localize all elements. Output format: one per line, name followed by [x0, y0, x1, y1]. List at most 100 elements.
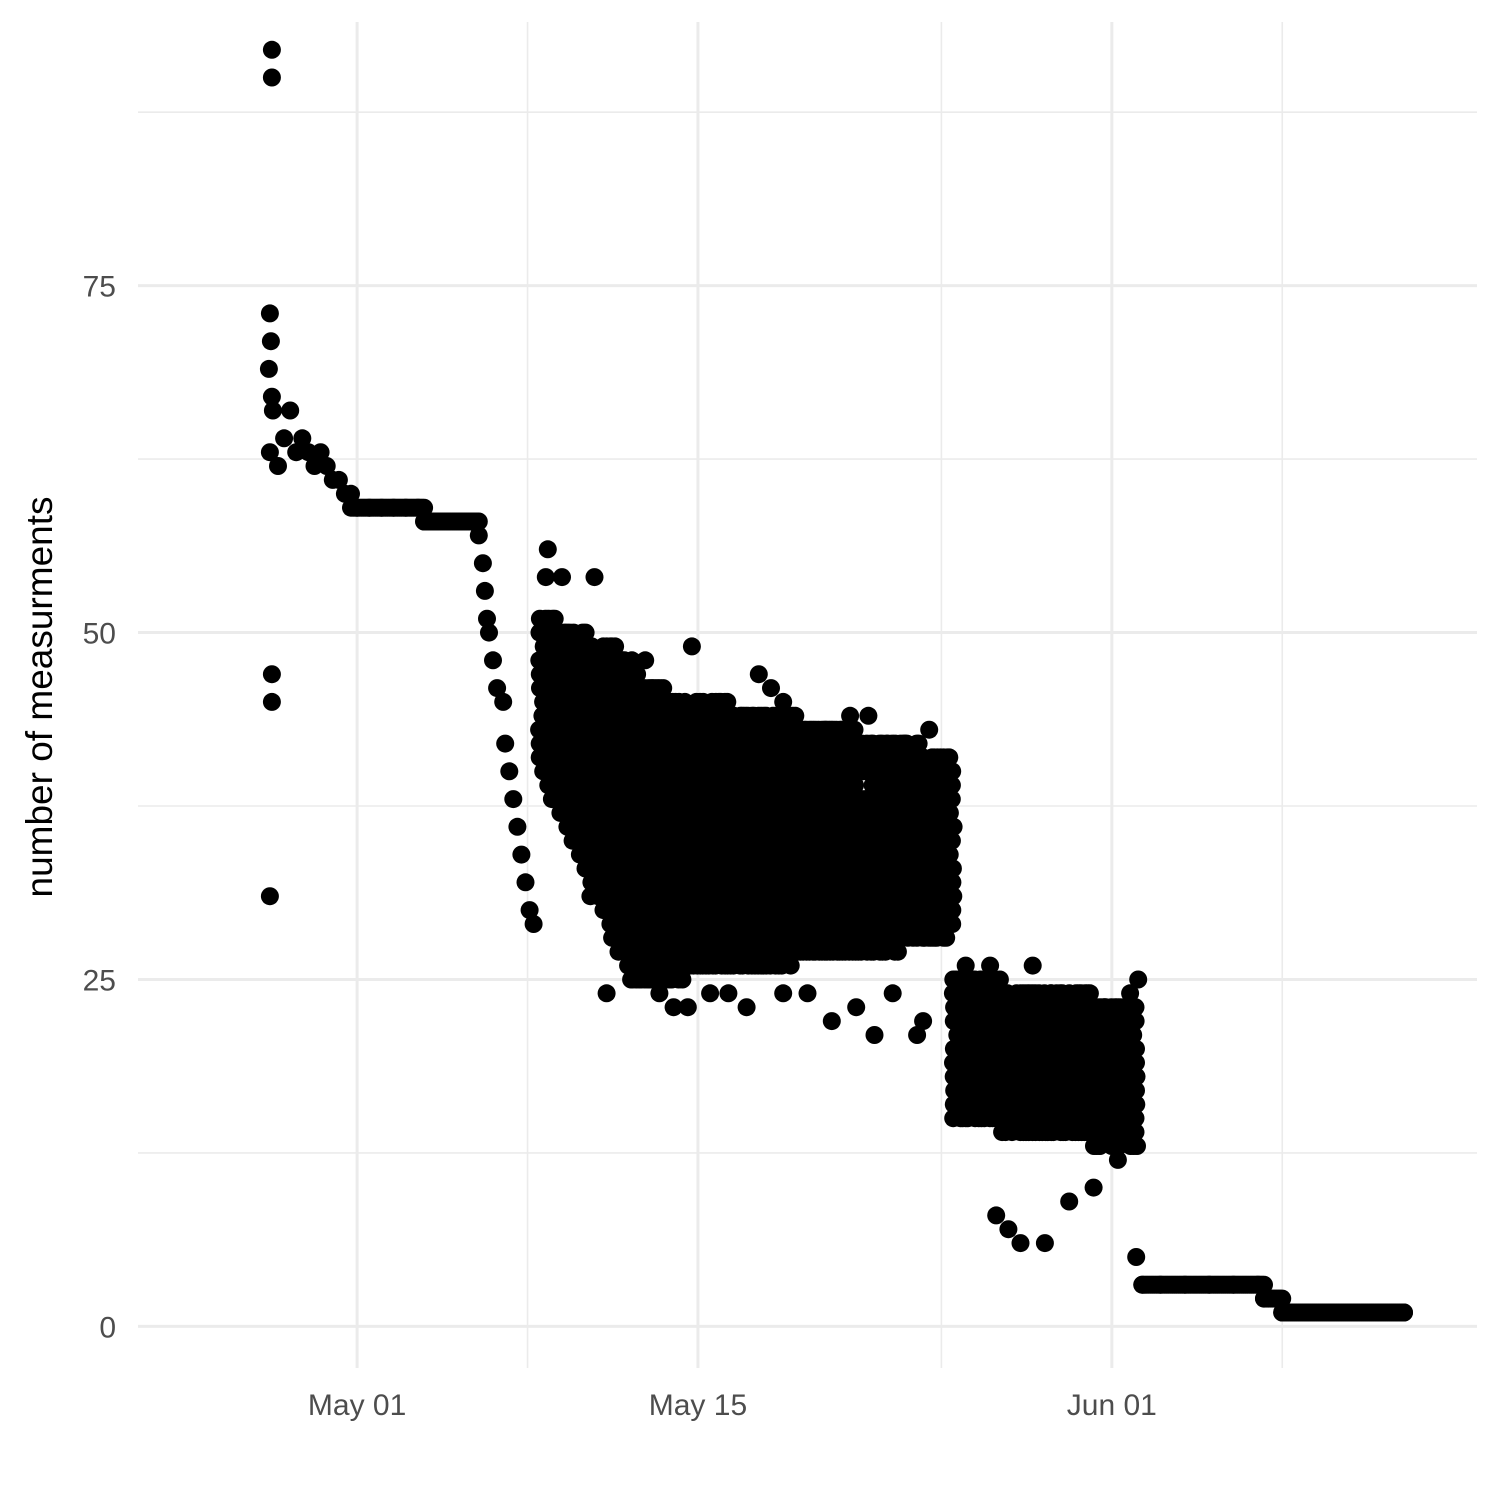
- data-point: [585, 568, 604, 587]
- data-point: [990, 970, 1009, 989]
- data-point: [520, 901, 539, 920]
- data-point: [504, 790, 523, 809]
- data-point: [262, 40, 281, 59]
- data-point: [962, 1095, 981, 1114]
- data-point: [920, 720, 939, 739]
- data-point: [987, 1206, 1006, 1225]
- data-point: [536, 568, 555, 587]
- x-tick-label: May 01: [308, 1389, 406, 1422]
- data-point: [956, 956, 975, 975]
- data-point: [888, 942, 907, 961]
- data-point: [260, 304, 279, 323]
- data-point: [943, 901, 962, 920]
- y-tick-label: 25: [83, 964, 116, 997]
- data-point: [1129, 970, 1148, 989]
- data-point: [1084, 1178, 1103, 1197]
- data-point: [1255, 1275, 1273, 1294]
- data-point: [865, 1026, 884, 1044]
- data-point: [1127, 1095, 1146, 1114]
- data-point: [473, 554, 492, 573]
- y-axis-title: number of measurments: [19, 496, 60, 897]
- data-point: [342, 484, 360, 503]
- data-point: [650, 984, 669, 1003]
- data-point: [859, 706, 878, 725]
- data-point: [981, 956, 1000, 975]
- data-point: [1128, 1137, 1146, 1155]
- data-point: [1096, 998, 1115, 1017]
- data-point: [774, 692, 793, 711]
- data-point: [1108, 1150, 1127, 1169]
- data-point: [275, 429, 294, 448]
- data-point: [542, 790, 561, 809]
- data-points: [259, 40, 1413, 1322]
- data-point: [1126, 1123, 1145, 1142]
- data-point: [262, 68, 281, 87]
- data-point: [909, 734, 928, 753]
- data-point: [701, 984, 720, 1003]
- data-point: [626, 790, 645, 809]
- data-point: [1395, 1303, 1413, 1322]
- data-point: [262, 692, 281, 711]
- data-point: [553, 803, 571, 822]
- data-point: [1023, 956, 1042, 975]
- data-point: [943, 915, 962, 933]
- data-point: [940, 845, 959, 864]
- data-point: [488, 679, 507, 698]
- data-point: [1127, 1081, 1145, 1100]
- data-point: [938, 748, 957, 767]
- data-point: [943, 873, 962, 892]
- data-point: [480, 623, 498, 642]
- data-point: [781, 956, 800, 975]
- data-point: [484, 651, 502, 670]
- data-point: [261, 332, 280, 351]
- data-point: [1127, 1067, 1146, 1086]
- data-point: [524, 915, 543, 933]
- data-point: [597, 984, 616, 1003]
- data-point: [260, 887, 279, 906]
- data-point: [262, 665, 281, 684]
- data-point: [943, 762, 962, 781]
- data-point: [719, 984, 738, 1003]
- data-point: [262, 387, 281, 406]
- data-point: [545, 609, 564, 628]
- data-point: [415, 498, 434, 517]
- data-point: [678, 998, 697, 1017]
- data-point: [1035, 1234, 1054, 1253]
- data-point: [1126, 998, 1145, 1017]
- data-point: [908, 1026, 927, 1044]
- x-tick-label: May 15: [649, 1389, 747, 1422]
- y-tick-label: 0: [99, 1311, 116, 1344]
- data-point: [673, 970, 692, 989]
- tick-labels: 0 25 50 75 May 01 May 15 Jun 01: [83, 271, 1157, 1422]
- data-point: [845, 720, 864, 739]
- data-point: [516, 873, 535, 892]
- data-point: [553, 568, 571, 587]
- data-point: [1127, 1039, 1145, 1058]
- data-point: [895, 734, 914, 753]
- data-point: [682, 637, 701, 656]
- data-point: [1011, 1234, 1030, 1253]
- data-point: [944, 887, 963, 906]
- data-point: [269, 457, 287, 475]
- data-point: [841, 706, 860, 725]
- data-point: [1080, 984, 1099, 1003]
- data-point: [822, 1012, 841, 1031]
- data-point: [475, 581, 494, 600]
- data-point: [1072, 998, 1091, 1017]
- x-tick-label: Jun 01: [1067, 1389, 1157, 1422]
- data-point: [854, 817, 873, 836]
- data-point: [883, 984, 902, 1003]
- data-point: [329, 470, 348, 489]
- data-point: [749, 665, 768, 684]
- data-point: [914, 1012, 933, 1031]
- data-point: [640, 970, 659, 989]
- data-point: [478, 609, 496, 628]
- data-point: [259, 359, 278, 378]
- data-point: [1124, 1026, 1143, 1044]
- data-point: [798, 984, 817, 1003]
- data-point: [816, 720, 835, 739]
- y-tick-label: 50: [83, 618, 116, 651]
- data-point: [664, 998, 683, 1017]
- data-point: [1126, 1012, 1145, 1031]
